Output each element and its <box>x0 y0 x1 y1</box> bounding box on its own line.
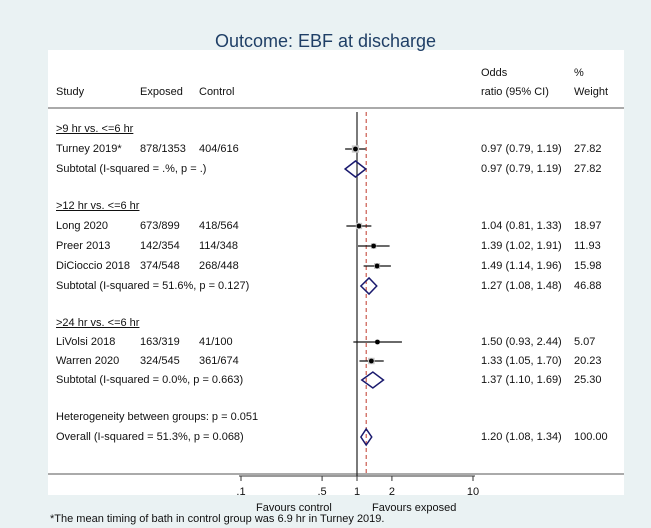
plot-panel <box>48 50 624 495</box>
header-weight-pct: % <box>574 67 584 79</box>
subtotal-label: Subtotal (I-squared = 0.0%, p = 0.663) <box>56 374 244 386</box>
study-point <box>353 146 358 152</box>
x-tick-label: .5 <box>317 486 326 498</box>
subtotal-diamond <box>359 276 378 296</box>
header-weight: Weight <box>574 86 609 98</box>
study-name: Long 2020 <box>56 220 108 232</box>
overall-weight: 100.00 <box>574 431 608 443</box>
subtotal-weight: 25.30 <box>574 374 602 386</box>
study-weight: 11.93 <box>574 240 601 252</box>
study-control: 268/448 <box>199 260 239 272</box>
x-tick-label: 2 <box>389 486 395 498</box>
study-point <box>374 263 380 269</box>
group-label: >24 hr vs. <=6 hr <box>56 317 140 329</box>
chart-title: Outcome: EBF at discharge <box>214 31 437 51</box>
overall-label: Overall (I-squared = 51.3%, p = 0.068) <box>56 431 244 443</box>
subtotal-weight: 46.88 <box>574 280 602 292</box>
study-point <box>375 339 380 345</box>
study-weight: 27.82 <box>574 143 602 155</box>
study-control: 41/100 <box>199 336 233 348</box>
study-weight: 18.97 <box>574 220 602 232</box>
study-point <box>371 243 376 249</box>
study-exposed: 673/899 <box>140 220 180 232</box>
subtotal-weight: 27.82 <box>574 163 602 175</box>
overall-ci: 1.20 (1.08, 1.34) <box>481 431 562 443</box>
subtotal-diamond <box>360 371 385 389</box>
study-weight: 20.23 <box>574 355 602 367</box>
x-tick-label: .1 <box>236 486 245 498</box>
study-exposed: 324/545 <box>140 355 180 367</box>
xlabel-favours-exposed: Favours exposed <box>372 502 457 514</box>
study-weight: 15.98 <box>574 260 602 272</box>
study-exposed: 878/1353 <box>140 143 186 155</box>
study-control: 418/564 <box>199 220 239 232</box>
study-name: Preer 2013 <box>56 240 111 252</box>
study-ci: 1.50 (0.93, 2.44) <box>481 336 562 348</box>
study-name: Turney 2019* <box>56 143 122 155</box>
header-control: Control <box>199 86 235 98</box>
x-tick-label: 10 <box>467 486 479 498</box>
study-ci: 0.97 (0.79, 1.19) <box>481 143 562 155</box>
study-point <box>368 358 374 364</box>
header-odds-ratio: ratio (95% CI) <box>481 86 549 98</box>
study-ci: 1.39 (1.02, 1.91) <box>481 240 562 252</box>
header-study: Study <box>56 86 85 98</box>
subtotal-ci: 0.97 (0.79, 1.19) <box>481 163 562 175</box>
study-name: LiVolsi 2018 <box>56 336 116 348</box>
study-exposed: 142/354 <box>140 240 180 252</box>
subtotal-diamond <box>343 160 367 178</box>
subtotal-label: Subtotal (I-squared = 51.6%, p = 0.127) <box>56 280 250 292</box>
header-exposed: Exposed <box>140 86 183 98</box>
subtotal-ci: 1.37 (1.10, 1.69) <box>481 374 562 386</box>
study-name: DiCioccio 2018 <box>56 260 130 272</box>
study-name: Warren 2020 <box>56 355 120 367</box>
study-control: 361/674 <box>199 355 239 367</box>
xlabel-favours-control: Favours control <box>256 502 332 514</box>
subtotal-ci: 1.27 (1.08, 1.48) <box>481 280 562 292</box>
study-exposed: 163/319 <box>140 336 180 348</box>
group-label: >12 hr vs. <=6 hr <box>56 200 140 212</box>
study-ci: 1.33 (1.05, 1.70) <box>481 355 562 367</box>
group-label: >9 hr vs. <=6 hr <box>56 123 134 135</box>
header-odds: Odds <box>481 67 508 79</box>
overall-diamond <box>359 427 373 447</box>
subtotal-label: Subtotal (I-squared = .%, p = .) <box>56 163 207 175</box>
study-ci: 1.04 (0.81, 1.33) <box>481 220 562 232</box>
study-control: 404/616 <box>199 143 239 155</box>
study-point <box>356 223 362 229</box>
heterogeneity-label: Heterogeneity between groups: p = 0.051 <box>56 411 259 423</box>
x-tick-label: 1 <box>354 486 360 498</box>
footnote: *The mean timing of bath in control grou… <box>50 513 385 525</box>
study-exposed: 374/548 <box>140 260 180 272</box>
study-control: 114/348 <box>199 240 238 252</box>
study-weight: 5.07 <box>574 336 596 348</box>
study-ci: 1.49 (1.14, 1.96) <box>481 260 562 272</box>
